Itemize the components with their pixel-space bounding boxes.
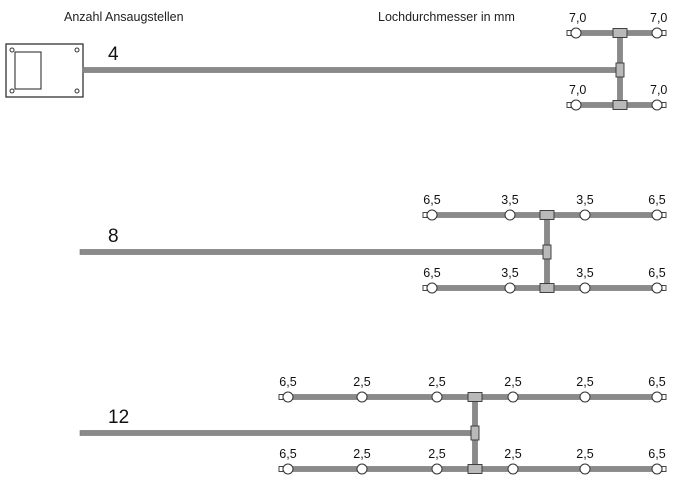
end-cap-icon bbox=[278, 466, 284, 472]
end-cap-icon bbox=[661, 102, 667, 108]
sampling-hole bbox=[356, 463, 368, 475]
ansaug-count-label: 4 bbox=[108, 44, 119, 65]
diameter-header: Lochdurchmesser in mm bbox=[378, 10, 515, 24]
end-cap-icon bbox=[661, 394, 667, 400]
hole-diameter-label: 6,5 bbox=[648, 447, 665, 461]
main-pipe bbox=[79, 249, 548, 255]
end-cap-icon bbox=[422, 285, 428, 291]
hole-diameter-label: 7,0 bbox=[569, 83, 586, 97]
count-header: Anzahl Ansaugstellen bbox=[64, 10, 184, 24]
tee-fitting-icon bbox=[542, 244, 552, 260]
sampling-hole bbox=[651, 27, 663, 39]
sampling-hole bbox=[579, 282, 591, 294]
sampling-hole bbox=[282, 463, 294, 475]
sampling-hole bbox=[504, 282, 516, 294]
sampling-hole bbox=[579, 209, 591, 221]
hole-diameter-label: 3,5 bbox=[576, 266, 593, 280]
sampling-hole bbox=[426, 209, 438, 221]
end-cap-icon bbox=[661, 30, 667, 36]
sampling-hole bbox=[651, 209, 663, 221]
end-cap-icon bbox=[661, 466, 667, 472]
sampling-hole bbox=[282, 391, 294, 403]
end-cap-icon bbox=[661, 212, 667, 218]
sampling-hole bbox=[651, 282, 663, 294]
sampling-hole bbox=[507, 391, 519, 403]
sampling-hole bbox=[570, 99, 582, 111]
hole-diameter-label: 6,5 bbox=[423, 193, 440, 207]
hole-diameter-label: 2,5 bbox=[353, 447, 370, 461]
hole-diameter-label: 6,5 bbox=[648, 266, 665, 280]
hole-diameter-label: 2,5 bbox=[428, 375, 445, 389]
hole-diameter-label: 7,0 bbox=[650, 11, 667, 25]
sampling-hole bbox=[570, 27, 582, 39]
tee-fitting-icon bbox=[539, 210, 555, 220]
hole-diameter-label: 7,0 bbox=[569, 11, 586, 25]
sampling-hole bbox=[651, 463, 663, 475]
sampling-hole bbox=[651, 391, 663, 403]
hole-diameter-label: 2,5 bbox=[504, 375, 521, 389]
end-cap-icon bbox=[422, 212, 428, 218]
hole-diameter-label: 2,5 bbox=[353, 375, 370, 389]
main-pipe bbox=[79, 430, 476, 436]
sampling-hole bbox=[504, 209, 516, 221]
sampling-hole bbox=[579, 463, 591, 475]
tee-fitting-icon bbox=[612, 28, 628, 38]
hole-diameter-label: 3,5 bbox=[576, 193, 593, 207]
sampling-hole bbox=[431, 391, 443, 403]
ansaug-count-label: 8 bbox=[108, 226, 119, 247]
tee-fitting-icon bbox=[539, 283, 555, 293]
hole-diameter-label: 3,5 bbox=[501, 266, 518, 280]
hole-diameter-label: 2,5 bbox=[428, 447, 445, 461]
hole-diameter-label: 6,5 bbox=[279, 375, 296, 389]
hole-diameter-label: 2,5 bbox=[576, 375, 593, 389]
hole-diameter-label: 3,5 bbox=[501, 193, 518, 207]
hole-diameter-label: 6,5 bbox=[648, 193, 665, 207]
tee-fitting-icon bbox=[615, 62, 625, 78]
sampling-hole bbox=[507, 463, 519, 475]
end-cap-icon bbox=[661, 285, 667, 291]
tee-fitting-icon bbox=[467, 464, 483, 474]
sampling-hole bbox=[651, 99, 663, 111]
tee-fitting-icon bbox=[612, 100, 628, 110]
end-cap-icon bbox=[278, 394, 284, 400]
hole-diameter-label: 2,5 bbox=[504, 447, 521, 461]
sampling-hole bbox=[579, 391, 591, 403]
hole-diameter-label: 6,5 bbox=[423, 266, 440, 280]
hole-diameter-label: 7,0 bbox=[650, 83, 667, 97]
main-pipe bbox=[82, 67, 621, 73]
hole-diameter-label: 6,5 bbox=[279, 447, 296, 461]
detector-unit-icon bbox=[5, 43, 84, 98]
hole-diameter-label: 2,5 bbox=[576, 447, 593, 461]
tee-fitting-icon bbox=[467, 392, 483, 402]
hole-diameter-label: 6,5 bbox=[648, 375, 665, 389]
sampling-hole bbox=[356, 391, 368, 403]
sampling-hole bbox=[431, 463, 443, 475]
sampling-hole bbox=[426, 282, 438, 294]
ansaug-count-label: 12 bbox=[108, 407, 129, 428]
end-cap-icon bbox=[566, 102, 572, 108]
tee-fitting-icon bbox=[470, 425, 480, 441]
end-cap-icon bbox=[566, 30, 572, 36]
